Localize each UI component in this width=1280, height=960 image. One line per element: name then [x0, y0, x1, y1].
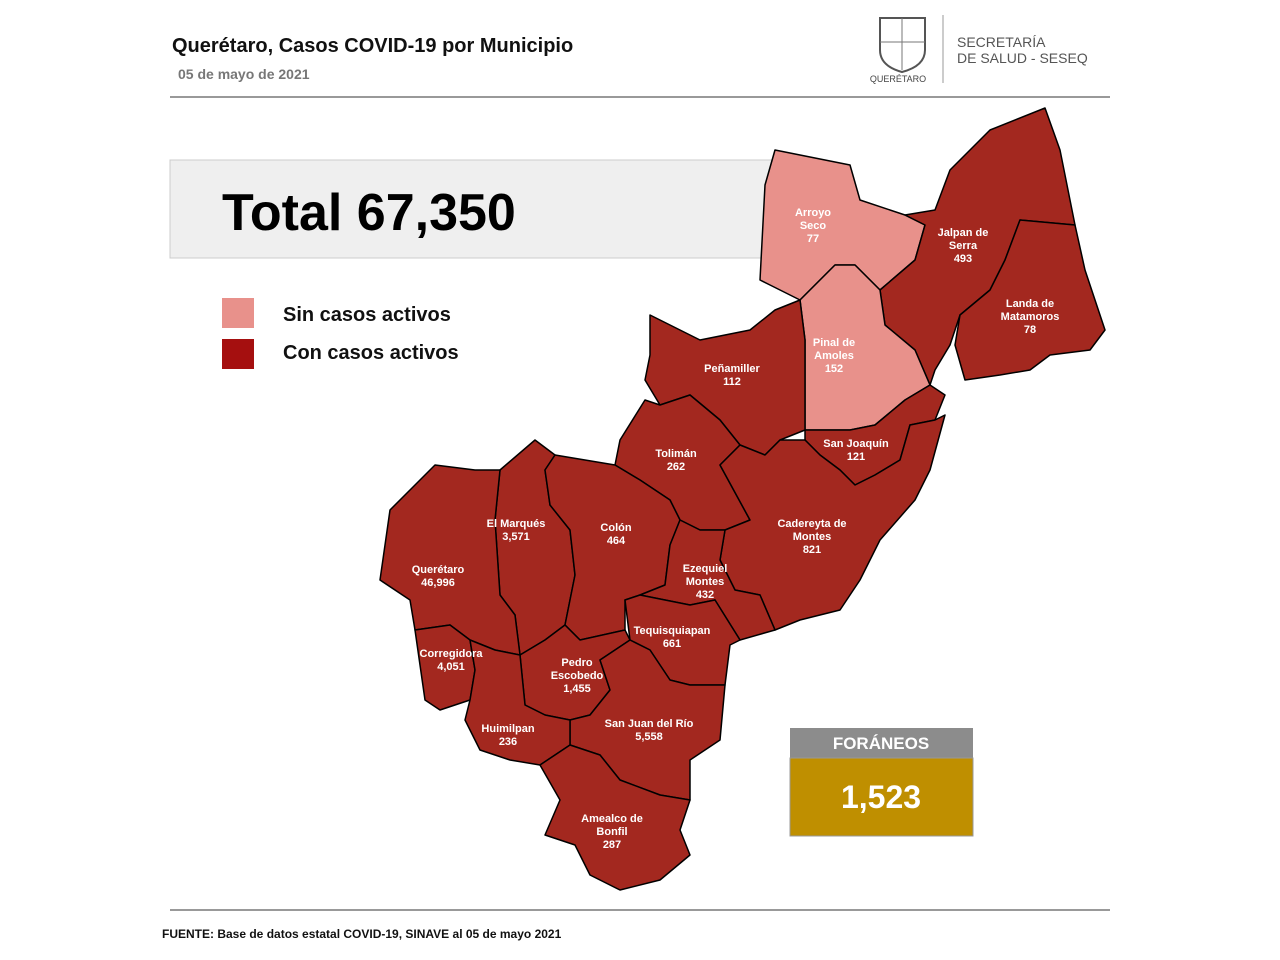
agency-line: DE SALUD - SESEQ: [957, 50, 1088, 66]
municipality-cases: 46,996: [421, 577, 455, 589]
municipality-name: Bonfil: [596, 826, 627, 838]
date: 05 de mayo de 2021: [178, 66, 310, 82]
municipality-name: Corregidora: [420, 648, 484, 660]
foraneos-label: FORÁNEOS: [833, 734, 929, 753]
municipality-label: Tequisquiapan 661: [634, 625, 711, 650]
municipality-cases: 464: [607, 535, 626, 547]
municipality-cases: 152: [825, 363, 843, 375]
total-band: [169, 159, 791, 259]
municipality-name: El Marqués: [487, 518, 546, 530]
municipality-name: Serra: [949, 240, 978, 252]
municipality-label: Huimilpan 236: [481, 723, 534, 748]
agency-line: SECRETARÍA: [957, 34, 1046, 50]
municipality: [539, 744, 691, 891]
municipality-label: Ezequiel Montes 432: [683, 563, 728, 601]
municipality-cases: 432: [696, 589, 714, 601]
municipality: [379, 464, 521, 656]
municipality-cases: 236: [499, 736, 517, 748]
legend-swatch: [222, 339, 254, 369]
municipality-name: Pedro: [561, 657, 592, 669]
municipality-label: Corregidora 4,051: [420, 648, 484, 673]
municipality-label: Jalpan de Serra 493: [938, 227, 989, 265]
legend-label: Con casos activos: [283, 342, 459, 364]
municipality-label: Landa de Matamoros 78: [1001, 298, 1060, 336]
municipality-name: San Juan del Río: [605, 718, 694, 730]
title: Querétaro, Casos COVID-19 por Municipio: [172, 35, 573, 57]
total: Total 67,350: [222, 184, 516, 242]
municipality-name: Jalpan de: [938, 227, 989, 239]
municipality-cases: 661: [663, 638, 681, 650]
municipality-label: Tolimán 262: [655, 448, 697, 473]
source: FUENTE: Base de datos estatal COVID-19, …: [162, 927, 562, 941]
municipality-name: Huimilpan: [481, 723, 534, 735]
municipality-label: San Joaquín 121: [823, 438, 889, 463]
municipality-name: Amoles: [814, 350, 854, 362]
municipality-name: Matamoros: [1001, 311, 1060, 323]
municipality-cases: 493: [954, 253, 972, 265]
municipality-cases: 3,571: [502, 531, 530, 543]
logo-shield: [879, 17, 926, 74]
municipality-label: El Marqués 3,571: [487, 518, 546, 543]
municipality: [954, 219, 1106, 381]
municipality-name: Montes: [793, 531, 832, 543]
municipality-name: Seco: [800, 220, 827, 232]
municipality-cases: 1,455: [563, 683, 591, 695]
municipality-name: Landa de: [1006, 298, 1054, 310]
municipality-name: San Joaquín: [823, 438, 889, 450]
foraneos-header: [790, 728, 973, 758]
municipality-cases: 287: [603, 839, 621, 851]
municipality-name: Tolimán: [655, 448, 697, 460]
municipality-cases: 77: [807, 233, 819, 245]
municipality-name: Cadereyta de: [777, 518, 846, 530]
municipality-label: Peñamiller 112: [704, 363, 760, 388]
municipality-cases: 78: [1024, 324, 1036, 336]
municipality-label: Pinal de Amoles 152: [813, 337, 855, 375]
municipality-name: Tequisquiapan: [634, 625, 711, 637]
foraneos-value: 1,523: [841, 779, 921, 815]
municipality-cases: 5,558: [635, 731, 663, 743]
municipality-name: Querétaro: [412, 564, 465, 576]
municipality-name: Colón: [600, 522, 631, 534]
municipality-name: Arroyo: [795, 207, 831, 219]
municipality-label: Cadereyta de Montes 821: [777, 518, 846, 556]
municipality-label: Pedro Escobedo 1,455: [551, 657, 604, 695]
municipality-name: Amealco de: [581, 813, 643, 825]
logo-text: QUERÉTARO: [870, 74, 926, 84]
municipality-name: Escobedo: [551, 670, 604, 682]
legend-label: Sin casos activos: [283, 304, 451, 326]
municipality-cases: 4,051: [437, 661, 465, 673]
municipality-label: Colón 464: [600, 522, 631, 547]
map: Arroyo Seco 77 Jalpan de Serra 493 Landa de Mat…: [379, 107, 1106, 891]
municipality-label: San Juan del Río 5,558: [605, 718, 694, 743]
logo: QUERÉTARO: [870, 17, 926, 84]
municipality-label: Querétaro 46,996: [412, 564, 465, 589]
municipality-cases: 262: [667, 461, 685, 473]
municipality-label: Arroyo Seco 77: [795, 207, 831, 245]
legend-swatch: [222, 298, 254, 328]
municipality-cases: 121: [847, 451, 865, 463]
municipality-name: Peñamiller: [704, 363, 760, 375]
municipality-name: Pinal de: [813, 337, 855, 349]
municipality-name: Montes: [686, 576, 725, 588]
municipality-name: Ezequiel: [683, 563, 728, 575]
foraneos-box: [789, 757, 974, 837]
municipality-label: Amealco de Bonfil 287: [581, 813, 643, 851]
municipality-cases: 112: [723, 376, 741, 388]
municipality-cases: 821: [803, 544, 821, 556]
